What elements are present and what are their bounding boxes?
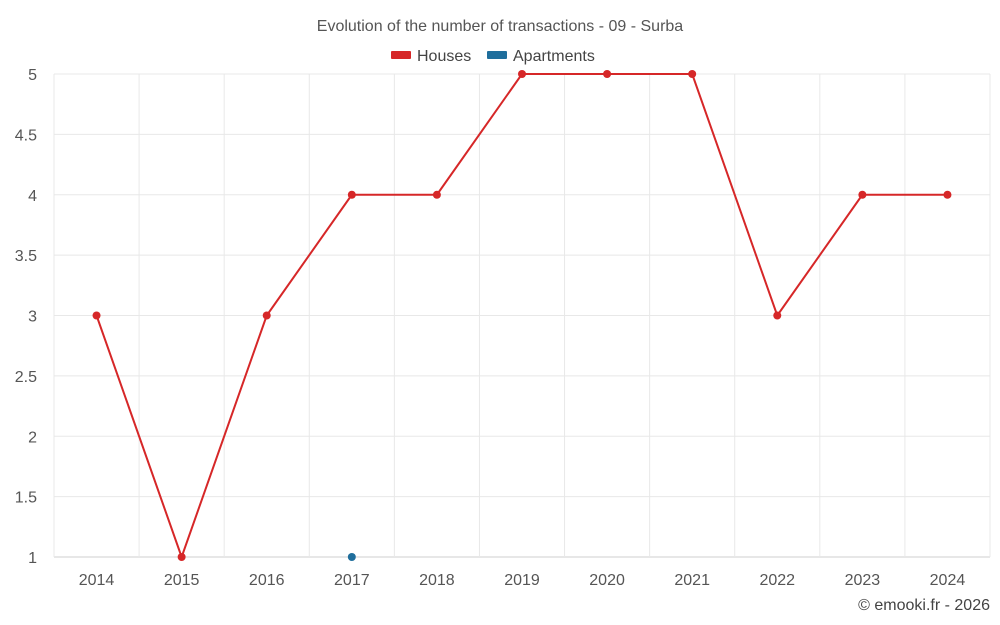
x-tick-label: 2023: [845, 572, 881, 589]
y-tick-label: 2: [28, 429, 37, 446]
x-tick-label: 2021: [674, 572, 710, 589]
legend-item-houses[interactable]: Houses: [391, 48, 471, 65]
legend-swatch-apartments: [487, 51, 507, 59]
legend-label-houses: Houses: [417, 48, 471, 65]
data-point-houses: [518, 70, 526, 78]
series: [92, 70, 952, 561]
data-point-houses: [858, 190, 867, 199]
data-point-houses: [92, 311, 101, 320]
legend-item-apartments[interactable]: Apartments: [487, 48, 595, 65]
data-point-apartments: [347, 553, 356, 561]
y-tick-label: 4.5: [15, 127, 37, 144]
y-tick-label: 1.5: [15, 490, 37, 507]
data-point-houses: [347, 190, 356, 199]
x-tick-label: 2014: [79, 572, 115, 589]
data-point-houses: [773, 311, 782, 320]
y-tick-label: 3.5: [15, 248, 37, 265]
x-tick-label: 2024: [930, 572, 966, 589]
data-point-houses: [688, 70, 697, 78]
x-axis: 2014 2015 2016 2017 2018 2019 2020 2021 2022 2023…: [79, 572, 966, 589]
data-point-houses: [177, 553, 186, 561]
y-tick-label: 5: [28, 67, 37, 84]
data-point-houses: [943, 190, 952, 199]
y-tick-label: 2.5: [15, 369, 37, 386]
x-tick-label: 2017: [334, 572, 370, 589]
data-point-houses: [262, 311, 271, 320]
data-point-houses: [603, 70, 612, 78]
data-point-houses: [432, 190, 441, 199]
x-tick-label: 2018: [419, 572, 455, 589]
credit-text: © emooki.fr - 2026: [858, 597, 990, 614]
x-tick-label: 2022: [759, 572, 795, 589]
x-tick-label: 2019: [504, 572, 540, 589]
x-tick-label: 2020: [589, 572, 625, 589]
y-axis: 1 1.5 2 2.5 3 3.5 4 4.5 5: [15, 67, 37, 567]
y-tick-label: 3: [28, 309, 37, 326]
x-tick-label: 2015: [164, 572, 200, 589]
legend-swatch-houses: [391, 51, 411, 59]
series-apartments: [347, 553, 356, 561]
chart-title: Evolution of the number of transactions …: [317, 18, 684, 35]
grid: [53, 73, 991, 558]
series-houses: [92, 70, 952, 561]
y-tick-label: 1: [28, 550, 37, 567]
x-tick-label: 2016: [249, 572, 285, 589]
legend: Houses Apartments: [391, 48, 595, 65]
y-tick-label: 4: [28, 188, 37, 205]
legend-label-apartments: Apartments: [513, 48, 595, 65]
